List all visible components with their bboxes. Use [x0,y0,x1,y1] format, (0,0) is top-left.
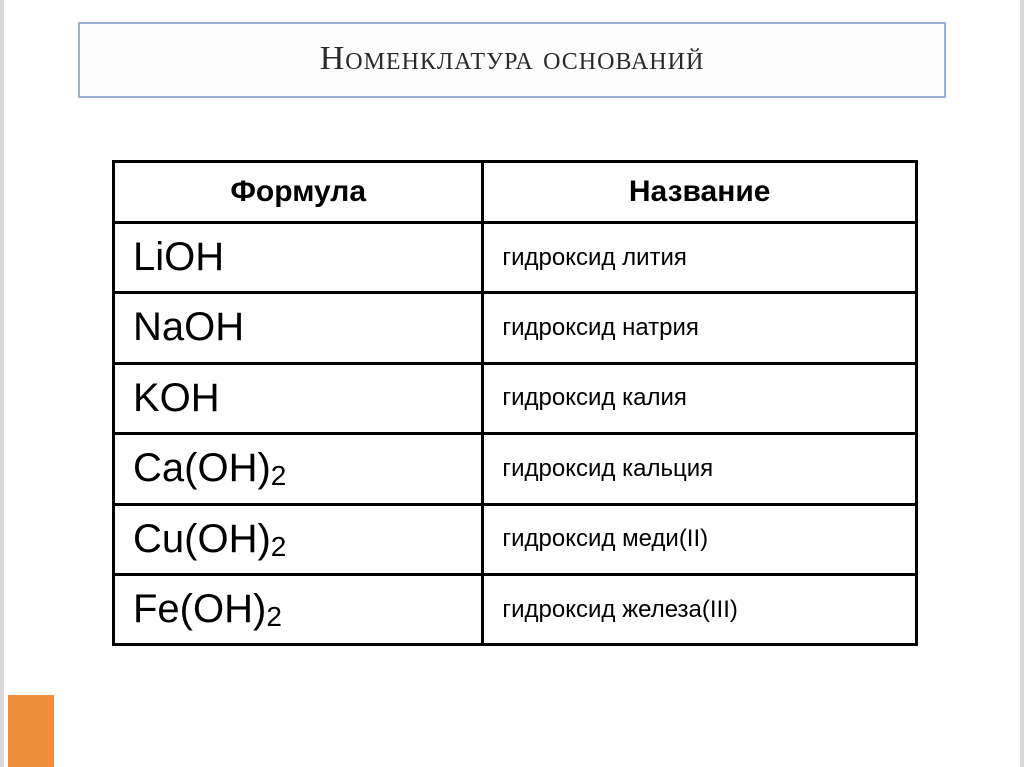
cell-name: гидроксид калия [483,363,917,433]
formula-text: NaOH [133,305,244,349]
formula-text: Fe(OH) [133,587,266,631]
title-frame: Номенклатура оснований [78,22,946,98]
nomenclature-table: Формула Название LiOH гидроксид лития Na… [112,160,918,646]
cell-formula: Ca(OH)2 [114,434,483,504]
table-header-row: Формула Название [114,162,917,223]
page-title: Номенклатура оснований [90,40,934,78]
accent-bar [8,695,54,767]
table-row: KOH гидроксид калия [114,363,917,433]
table-row: NaOH гидроксид натрия [114,293,917,363]
formula-text: LiOH [133,235,224,279]
cell-formula: LiOH [114,223,483,293]
formula-subscript: 2 [271,531,287,562]
table-row: Cu(OH)2 гидроксид меди(II) [114,504,917,574]
table-row: LiOH гидроксид лития [114,223,917,293]
table-row: Fe(OH)2 гидроксид железа(III) [114,574,917,644]
table-row: Ca(OH)2 гидроксид кальция [114,434,917,504]
cell-name: гидроксид лития [483,223,917,293]
formula-subscript: 2 [266,601,282,632]
cell-formula: NaOH [114,293,483,363]
formula-text: Ca(OH) [133,446,271,490]
formula-subscript: 2 [271,460,287,491]
col-header-formula: Формула [114,162,483,223]
cell-formula: Fe(OH)2 [114,574,483,644]
cell-name: гидроксид железа(III) [483,574,917,644]
cell-formula: KOH [114,363,483,433]
formula-text: Cu(OH) [133,517,271,561]
col-header-name: Название [483,162,917,223]
cell-name: гидроксид кальция [483,434,917,504]
nomenclature-table-wrap: Формула Название LiOH гидроксид лития Na… [112,160,918,646]
formula-text: KOH [133,376,220,420]
slide: Номенклатура оснований Формула Название … [0,0,1024,767]
cell-formula: Cu(OH)2 [114,504,483,574]
cell-name: гидроксид натрия [483,293,917,363]
cell-name: гидроксид меди(II) [483,504,917,574]
